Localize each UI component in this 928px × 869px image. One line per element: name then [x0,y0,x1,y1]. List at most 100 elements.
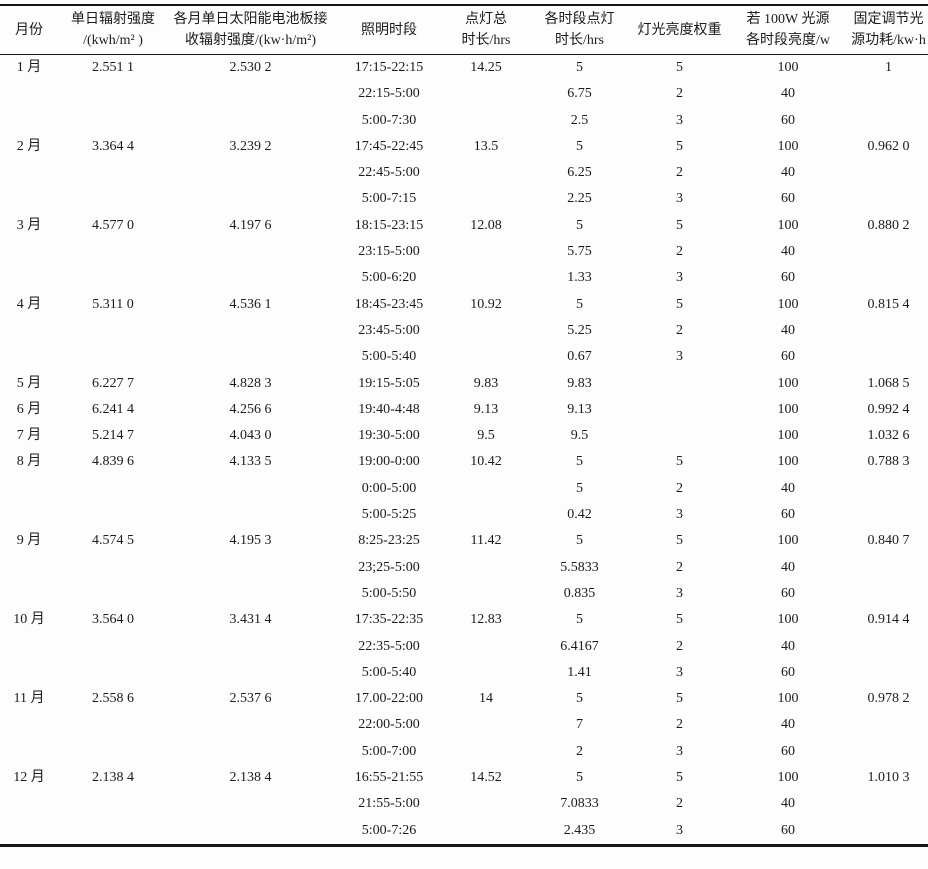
segment-brightness-cell: 40 [781,638,795,654]
month-group-sep: 9 月 4.574 5 4.195 3 8:25-23:25 11.42 5 5… [0,528,928,607]
segment-duration-cell: 2 [576,743,583,759]
table-row: 5:00-7:26 2.435 3 60 [0,818,928,846]
lighting-period-cell: 19:00-0:00 [358,454,420,470]
power-consumption-cell: 0.815 4 [867,296,910,312]
lighting-period-cell: 23:45-5:00 [358,322,420,338]
month-cell: 1 月 [16,60,42,75]
paper-page: 月份 单日辐射强度 /(kwh/m² ) 各月单日太阳能电池板接 收辐射强度/(… [0,4,928,869]
table-row: 5:00-7:15 2.25 3 60 [0,186,928,212]
table-row: 9 月 4.574 5 4.195 3 8:25-23:25 11.42 5 5… [0,528,928,554]
month-group-jun: 6 月 6.241 4 4.256 6 19:40-4:48 9.13 9.13… [0,397,928,423]
table-row: 5:00-5:40 0.67 3 60 [0,344,928,370]
segment-duration-cell: 0.42 [567,507,592,523]
header-total-hours: 点灯总 时长/hrs [445,5,527,55]
brightness-weight-cell: 2 [676,165,683,181]
segment-duration-cell: 1.33 [567,270,592,286]
power-consumption-cell: 1 [885,60,892,75]
month-group-aug: 8 月 4.839 6 4.133 5 19:00-0:00 10.42 5 5… [0,449,928,528]
brightness-weight-cell [632,397,727,423]
segment-brightness-cell: 100 [777,401,799,417]
segment-duration-cell: 5 [576,533,583,549]
month-group-oct: 10 月 3.564 0 3.431 4 17:35-22:35 12.83 5… [0,607,928,686]
segment-brightness-cell: 100 [777,428,799,444]
segment-brightness-cell: 60 [781,507,795,523]
table-row: 22:35-5:00 6.4167 2 40 [0,634,928,660]
month-cell: 5 月 [16,375,42,391]
brightness-weight-cell: 5 [676,296,683,312]
segment-duration-cell: 5.5833 [560,559,599,575]
power-consumption-cell: 0.962 0 [867,138,910,154]
brightness-weight-cell: 3 [676,743,683,759]
table-row: 5:00-6:20 1.33 3 60 [0,265,928,291]
segment-duration-cell: 5 [576,60,583,75]
segment-brightness-cell: 60 [781,270,795,286]
segment-duration-cell: 9.13 [567,401,592,417]
month-cell: 3 月 [16,217,42,233]
segment-brightness-cell: 100 [777,533,799,549]
brightness-weight-cell: 2 [676,86,683,102]
brightness-weight-cell: 3 [676,112,683,128]
month-cell: 11 月 [13,691,45,707]
header-lighting-period: 照明时段 [333,5,445,55]
brightness-weight-cell: 5 [676,612,683,628]
segment-brightness-cell: 100 [777,375,799,391]
table-row: 5:00-5:40 1.41 3 60 [0,660,928,686]
month-group-feb: 2 月 3.364 4 3.239 2 17:45-22:45 13.5 5 5… [0,134,928,213]
brightness-weight-cell: 2 [676,322,683,338]
daily-radiation-cell: 4.577 0 [92,217,134,233]
panel-radiation-cell: 2.530 2 [229,60,272,75]
table-row: 5:00-5:25 0.42 3 60 [0,502,928,528]
panel-radiation-cell: 3.431 4 [229,612,272,628]
table-row: 21:55-5:00 7.0833 2 40 [0,791,928,817]
power-consumption-cell: 1.032 6 [867,428,910,444]
lighting-period-cell: 22:35-5:00 [358,638,420,654]
lighting-period-cell: 5:00-7:15 [361,191,417,207]
segment-brightness-cell: 60 [781,585,795,601]
segment-duration-cell: 0.67 [567,349,592,365]
table-row: 3 月 4.577 0 4.197 6 18:15-23:15 12.08 5 … [0,213,928,239]
header-power-consumption: 固定调节光 源功耗/kw·h [849,5,928,55]
table-row: 4 月 5.311 0 4.536 1 18:45-23:45 10.92 5 … [0,292,928,318]
total-hours-cell: 9.83 [473,375,499,391]
segment-brightness-cell: 100 [777,454,799,470]
daily-radiation-cell: 4.839 6 [92,454,134,470]
brightness-weight-cell: 2 [676,244,683,260]
segment-duration-cell: 2.435 [563,822,596,838]
power-consumption-cell: 1.010 3 [867,770,910,786]
panel-radiation-cell: 4.828 3 [229,375,272,391]
month-group-may: 5 月 6.227 7 4.828 3 19:15-5:05 9.83 9.83… [0,371,928,397]
segment-brightness-cell: 40 [781,322,795,338]
segment-brightness-cell: 60 [781,349,795,365]
panel-radiation-cell: 4.536 1 [229,296,272,312]
total-hours-cell: 14.52 [470,770,502,786]
segment-duration-cell: 5 [576,691,583,707]
lighting-period-cell: 18:15-23:15 [354,217,424,233]
table-row: 5 月 6.227 7 4.828 3 19:15-5:05 9.83 9.83… [0,371,928,397]
panel-radiation-cell: 4.197 6 [229,217,272,233]
total-hours-cell: 12.08 [470,217,502,233]
brightness-weight-cell: 3 [676,585,683,601]
total-hours-cell: 14 [479,691,493,707]
brightness-weight-cell [632,371,727,397]
segment-duration-cell: 5 [576,454,583,470]
daily-radiation-cell: 3.364 4 [92,138,134,154]
panel-radiation-cell: 4.133 5 [229,454,272,470]
lighting-period-cell: 21:55-5:00 [358,796,420,812]
lighting-period-cell: 5:00-5:40 [361,349,417,365]
power-consumption-cell: 0.840 7 [867,533,910,549]
segment-duration-cell: 5.75 [567,244,592,260]
segment-duration-cell: 6.4167 [560,638,599,654]
table-row: 11 月 2.558 6 2.537 6 17.00-22:00 14 5 5 … [0,686,928,712]
power-consumption-cell: 0.880 2 [867,217,910,233]
lighting-period-cell: 17:35-22:35 [354,612,424,628]
month-cell: 7 月 [16,428,42,444]
segment-brightness-cell: 40 [781,165,795,181]
daily-radiation-cell: 4.574 5 [92,533,134,549]
panel-radiation-cell: 2.537 6 [229,691,272,707]
lighting-period-cell: 5:00-7:00 [361,743,417,759]
month-group-apr: 4 月 5.311 0 4.536 1 18:45-23:45 10.92 5 … [0,292,928,371]
total-hours-cell: 12.83 [470,612,502,628]
total-hours-cell: 10.92 [470,296,502,312]
segment-brightness-cell: 40 [781,559,795,575]
segment-duration-cell: 1.41 [567,664,592,680]
